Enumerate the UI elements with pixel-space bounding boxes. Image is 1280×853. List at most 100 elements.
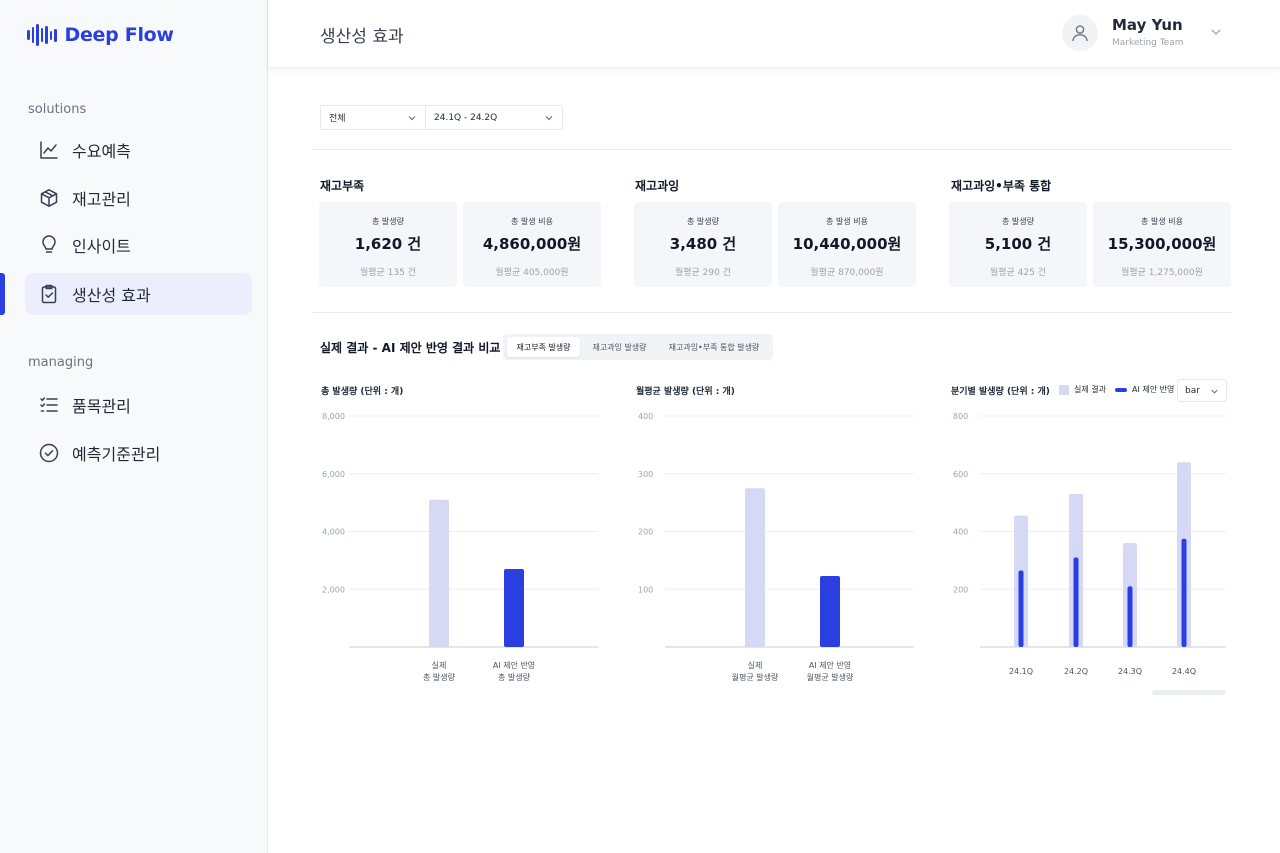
y-tick-label: 2,000	[322, 585, 345, 594]
app-name: Deep Flow	[64, 24, 174, 46]
y-tick-label: 4,000	[322, 528, 345, 537]
stat-average: 월평균 425 건	[989, 268, 1047, 278]
sidebar: Deep Flow solutions 수요예측 재고관리 인사이트 생산성 효…	[0, 0, 268, 853]
chevron-down-icon[interactable]	[1210, 26, 1222, 38]
stat-group-title: 재고과잉•부족 통합	[951, 179, 1052, 193]
stat-label: 총 발생량	[687, 217, 719, 226]
sidebar-item-insight[interactable]: 인사이트	[25, 224, 252, 266]
stat-average: 월평균 870,000원	[810, 268, 884, 278]
section-label-solutions: solutions	[28, 102, 87, 117]
stat-average: 월평균 405,000원	[495, 268, 569, 278]
sidebar-item-label: 품목관리	[72, 397, 131, 416]
sidebar-item-demand-forecast[interactable]: 수요예측	[25, 129, 252, 171]
y-tick-label: 600	[953, 470, 968, 479]
box-icon	[38, 187, 60, 209]
period-select[interactable]: 24.1Q - 24.2Q	[425, 105, 563, 130]
sidebar-item-label: 예측기준관리	[72, 445, 161, 464]
x-tick-label: 24.4Q	[1172, 667, 1196, 676]
x-tick-label: 24.1Q	[1009, 667, 1033, 676]
stat-value: 3,480 건	[669, 235, 737, 253]
chart-legend: 실제 결과 AI 제안 반영	[1059, 384, 1174, 395]
stat-label: 총 발생 비용	[826, 217, 868, 226]
waveform-logo-icon	[27, 24, 57, 46]
bar-ai	[1018, 570, 1024, 647]
divider	[312, 312, 1232, 313]
stat-average: 월평균 290 건	[674, 268, 732, 278]
total-occurrence-chart: 2,000 4,000 6,000 8,000 실제총 발생량 AI 제안 반영총 발생량	[322, 412, 598, 682]
x-tick-label: AI 제안 반영	[809, 660, 851, 670]
y-tick-label: 800	[953, 412, 968, 421]
chart-title: 분기별 발생량 (단위 : 개)	[951, 387, 1050, 397]
x-tick-label: 실제	[432, 660, 447, 670]
y-tick-label: 6,000	[322, 470, 345, 479]
chevron-down-icon	[408, 116, 416, 121]
y-tick-label: 400	[953, 528, 968, 537]
user-icon	[1072, 25, 1088, 42]
period-select-value: 24.1Q - 24.2Q	[434, 112, 498, 123]
page-title: 생산성 효과	[320, 27, 404, 47]
sidebar-item-inventory[interactable]: 재고관리	[25, 177, 252, 219]
x-tick-label: 24.2Q	[1064, 667, 1088, 676]
y-tick-label: 400	[638, 412, 653, 421]
stat-value: 10,440,000원	[792, 235, 902, 253]
x-tick-label: AI 제안 반영	[493, 660, 535, 670]
tab-shortage[interactable]: 재고부족 발생량	[507, 337, 580, 357]
lightbulb-icon	[38, 234, 60, 256]
x-tick-label: 24.3Q	[1118, 667, 1142, 676]
stat-label: 총 발생 비용	[511, 217, 553, 226]
y-tick-label: 200	[638, 528, 653, 537]
stat-value: 15,300,000원	[1107, 235, 1217, 253]
category-select-value: 전체	[329, 114, 346, 124]
avatar[interactable]	[1062, 15, 1098, 51]
x-tick-label: 월평균 발생량	[807, 672, 854, 682]
y-tick-label: 200	[953, 585, 968, 594]
divider	[312, 149, 1232, 150]
stat-label: 총 발생량	[372, 217, 404, 226]
stat-value: 4,860,000원	[482, 235, 582, 253]
legend-swatch-actual	[1059, 384, 1069, 395]
chart-scrollbar[interactable]	[1152, 690, 1226, 695]
clipboard-check-icon	[38, 283, 60, 305]
legend-label-actual: 실제 결과	[1074, 385, 1106, 394]
section-label-managing: managing	[28, 355, 94, 370]
stat-label: 총 발생 비용	[1141, 217, 1183, 226]
y-tick-label: 100	[638, 585, 653, 594]
tab-excess[interactable]: 재고과잉 발생량	[592, 342, 647, 352]
stat-average: 월평균 135 건	[359, 268, 417, 278]
bar-ai	[1073, 557, 1079, 647]
category-select[interactable]: 전체	[320, 105, 426, 130]
compare-section-title: 실제 결과 - AI 제안 반영 결과 비교	[320, 341, 501, 355]
checklist-icon	[38, 394, 60, 416]
sidebar-item-label: 인사이트	[72, 237, 131, 256]
line-chart-icon	[38, 139, 60, 161]
legend-label-ai: AI 제안 반영	[1131, 385, 1175, 394]
quarterly-chart: 200 400 600 800 24.1Q 24.2Q 24.3Q 24.4Q	[953, 412, 1226, 676]
x-tick-label: 총 발생량	[498, 672, 531, 682]
active-indicator	[0, 273, 5, 315]
stat-card: 총 발생량 5,100 건 월평균 425 건	[949, 202, 1087, 287]
app-logo[interactable]: Deep Flow	[27, 24, 174, 46]
sidebar-item-label: 재고관리	[72, 190, 131, 209]
stat-card: 총 발생 비용 15,300,000원 월평균 1,275,000원	[1093, 202, 1231, 287]
sidebar-item-productivity[interactable]: 생산성 효과	[25, 273, 252, 315]
chevron-down-icon	[545, 116, 553, 121]
stat-value: 1,620 건	[354, 235, 422, 253]
stat-card: 총 발생 비용 4,860,000원 월평균 405,000원	[463, 202, 601, 287]
chevron-down-icon	[1211, 389, 1218, 394]
tab-combined[interactable]: 재고과잉•부족 통합 발생량	[668, 342, 760, 352]
legend-swatch-ai	[1114, 387, 1127, 392]
stat-card: 총 발생 비용 10,440,000원 월평균 870,000원	[778, 202, 916, 287]
stat-card: 총 발생량 1,620 건 월평균 135 건	[319, 202, 457, 287]
chart-title: 월평균 발생량 (단위 : 개)	[636, 387, 735, 397]
stat-value: 5,100 건	[984, 235, 1052, 253]
bar-ai	[1181, 538, 1187, 647]
sidebar-item-forecast-criteria[interactable]: 예측기준관리	[25, 432, 252, 474]
x-tick-label: 실제	[748, 660, 763, 670]
stat-group-title: 재고부족	[320, 179, 365, 193]
y-tick-label: 8,000	[322, 412, 345, 421]
chart-type-select[interactable]: bar	[1177, 379, 1227, 402]
bar-ai	[504, 569, 524, 647]
stat-average: 월평균 1,275,000원	[1121, 268, 1203, 278]
sidebar-item-item-management[interactable]: 품목관리	[25, 384, 252, 426]
